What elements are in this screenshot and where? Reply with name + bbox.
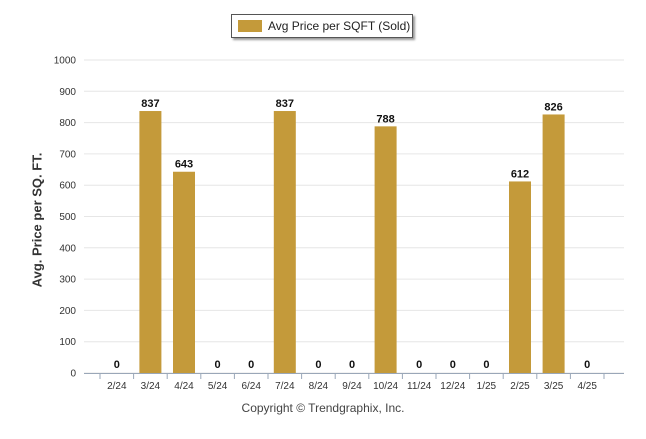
data-label: 0 xyxy=(248,359,254,371)
x-tick-label: 4/24 xyxy=(174,381,194,392)
bar xyxy=(273,111,296,374)
bar xyxy=(173,171,195,373)
x-tick-label: 1/25 xyxy=(477,381,497,392)
y-tick-label: 400 xyxy=(59,243,76,254)
data-label: 0 xyxy=(450,359,456,371)
bar xyxy=(139,111,162,374)
x-tick-label: 8/24 xyxy=(309,381,329,392)
y-tick-label: 500 xyxy=(59,212,76,223)
data-label: 788 xyxy=(376,113,394,125)
y-axis-title: Avg. Price per SQ. FT. xyxy=(29,152,45,288)
data-label: 0 xyxy=(349,359,355,371)
x-tick-label: 9/24 xyxy=(342,381,362,392)
x-tick-label: 6/24 xyxy=(241,381,261,392)
chart-legend: Avg Price per SQFT (Sold) xyxy=(231,14,413,38)
bar xyxy=(542,114,565,373)
x-tick-label: 3/25 xyxy=(544,381,564,392)
y-tick-label: 700 xyxy=(59,149,76,160)
legend-label: Avg Price per SQFT (Sold) xyxy=(268,19,411,33)
data-label: 0 xyxy=(416,359,422,371)
y-tick-label: 300 xyxy=(59,275,76,286)
y-tick-label: 100 xyxy=(59,337,76,348)
copyright-text: Copyright © Trendgraphix, Inc. xyxy=(241,401,405,415)
y-tick-label: 1000 xyxy=(54,56,77,67)
y-tick-label: 200 xyxy=(59,306,76,317)
y-tick-label: 600 xyxy=(59,181,76,192)
y-tick-label: 800 xyxy=(59,118,76,129)
x-tick-label: 2/24 xyxy=(107,381,127,392)
data-label: 612 xyxy=(511,168,529,180)
x-tick-label: 2/25 xyxy=(510,381,530,392)
x-tick-label: 10/24 xyxy=(373,381,398,392)
legend-swatch xyxy=(238,20,262,32)
x-tick-label: 5/24 xyxy=(208,381,228,392)
x-tick-label: 12/24 xyxy=(440,381,465,392)
y-tick-label: 0 xyxy=(70,369,76,380)
x-tick-label: 4/25 xyxy=(577,381,597,392)
bar xyxy=(509,181,531,373)
y-tick-label: 900 xyxy=(59,87,76,98)
data-label: 837 xyxy=(276,98,294,110)
data-label: 0 xyxy=(315,359,321,371)
data-label: 0 xyxy=(584,359,590,371)
data-label: 0 xyxy=(114,359,120,371)
data-label: 837 xyxy=(141,98,159,110)
data-label: 826 xyxy=(544,101,562,113)
data-label: 643 xyxy=(175,159,193,171)
data-label: 0 xyxy=(215,359,221,371)
bar xyxy=(374,126,397,373)
x-tick-label: 7/24 xyxy=(275,381,295,392)
x-tick-label: 11/24 xyxy=(407,381,432,392)
data-label: 0 xyxy=(483,359,489,371)
x-tick-label: 3/24 xyxy=(141,381,161,392)
